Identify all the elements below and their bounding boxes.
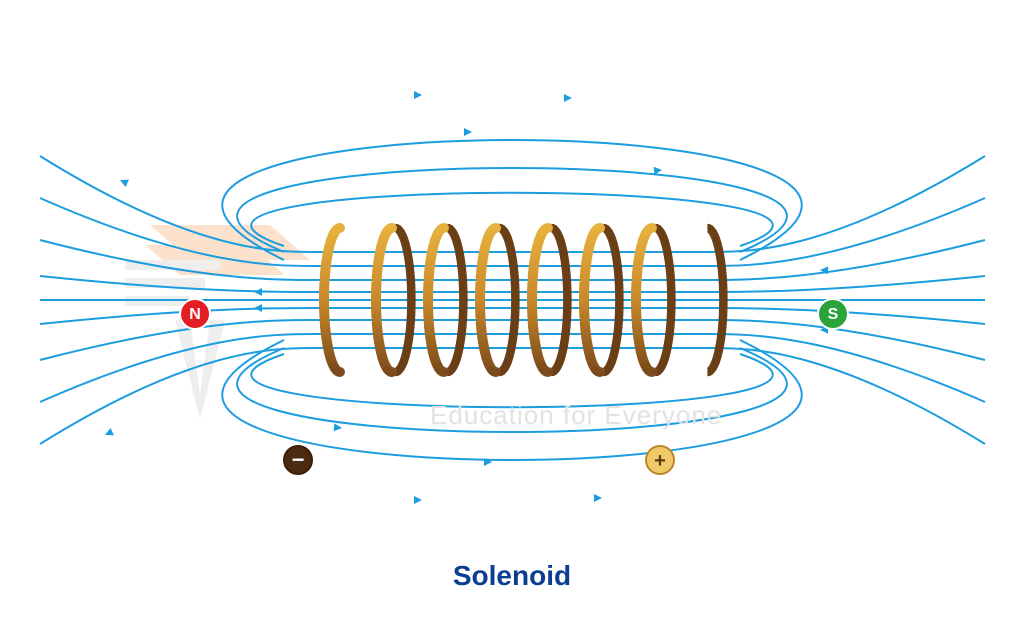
- svg-text:+: +: [654, 450, 666, 472]
- svg-text:−: −: [292, 447, 305, 472]
- watermark-tagline: Education for Everyone: [430, 400, 722, 431]
- diagram-title: Solenoid: [0, 560, 1024, 592]
- svg-text:N: N: [189, 306, 201, 323]
- solenoid-diagram: − + N S: [0, 0, 1024, 630]
- svg-text:S: S: [828, 306, 839, 323]
